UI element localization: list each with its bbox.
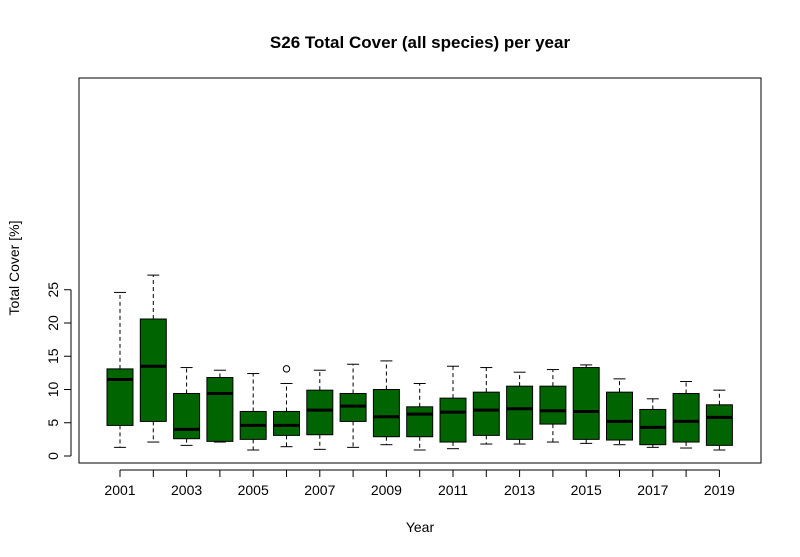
box-2010 (406, 383, 434, 451)
box-body (139, 318, 167, 422)
x-axis-label: Year (406, 519, 435, 535)
box-2017 (639, 398, 667, 448)
box-body (439, 397, 467, 443)
box-2001 (106, 291, 134, 448)
plot-frame (78, 77, 762, 464)
box-body (572, 367, 600, 440)
x-tick-label: 2007 (304, 482, 335, 498)
box-2006 (273, 365, 300, 448)
box-2002 (139, 274, 167, 443)
box-2011 (439, 365, 467, 450)
box-2016 (606, 378, 633, 446)
box-2018 (672, 381, 700, 449)
box-2009 (372, 360, 400, 446)
x-tick-label: 2019 (704, 482, 735, 498)
y-tick-label: 20 (45, 315, 61, 331)
x-axis: 2001 2003 2005 2007 2009 2011 2013 2015 2017 2019 (104, 469, 735, 498)
box-2005 (239, 373, 267, 451)
boxes-group (106, 274, 733, 451)
box-body (173, 392, 201, 440)
x-tick-label: 2009 (371, 482, 402, 498)
box-body (306, 389, 334, 436)
box-2008 (339, 363, 367, 448)
box-body (273, 410, 300, 436)
y-tick-label: 5 (45, 419, 61, 427)
y-tick-label: 25 (45, 282, 61, 298)
x-tick-label: 2013 (504, 482, 535, 498)
x-tick-label: 2003 (171, 482, 202, 498)
y-tick-label: 15 (45, 348, 61, 364)
x-tick-label: 2011 (438, 482, 468, 498)
box-body (705, 404, 733, 446)
x-tick-label: 2017 (637, 482, 668, 498)
box-2003 (173, 367, 201, 446)
box-2007 (306, 369, 334, 450)
y-tick-label: 10 (45, 382, 61, 398)
box-body (672, 392, 700, 443)
box-2014 (539, 369, 567, 443)
x-tick-label: 2015 (571, 482, 602, 498)
y-axis: 0 5 10 15 20 25 (45, 282, 72, 460)
box-2004 (206, 369, 234, 443)
box-body (372, 389, 400, 438)
y-tick-label: 0 (45, 452, 61, 460)
x-tick-label: 2005 (238, 482, 269, 498)
box-body (406, 406, 434, 438)
box-body (472, 391, 500, 436)
box-body (606, 391, 633, 441)
box-body (106, 368, 134, 426)
box-2012 (472, 367, 500, 445)
box-body (539, 385, 567, 425)
y-axis-label: Total Cover [%] (6, 221, 22, 316)
x-tick-label: 2001 (104, 482, 135, 498)
box-2013 (506, 371, 534, 445)
chart-title: S26 Total Cover (all species) per year (270, 33, 571, 52)
outlier-point (282, 365, 291, 373)
box-body (506, 385, 534, 440)
box-body (206, 377, 234, 442)
box-2015 (572, 364, 600, 444)
box-2019 (705, 389, 733, 451)
